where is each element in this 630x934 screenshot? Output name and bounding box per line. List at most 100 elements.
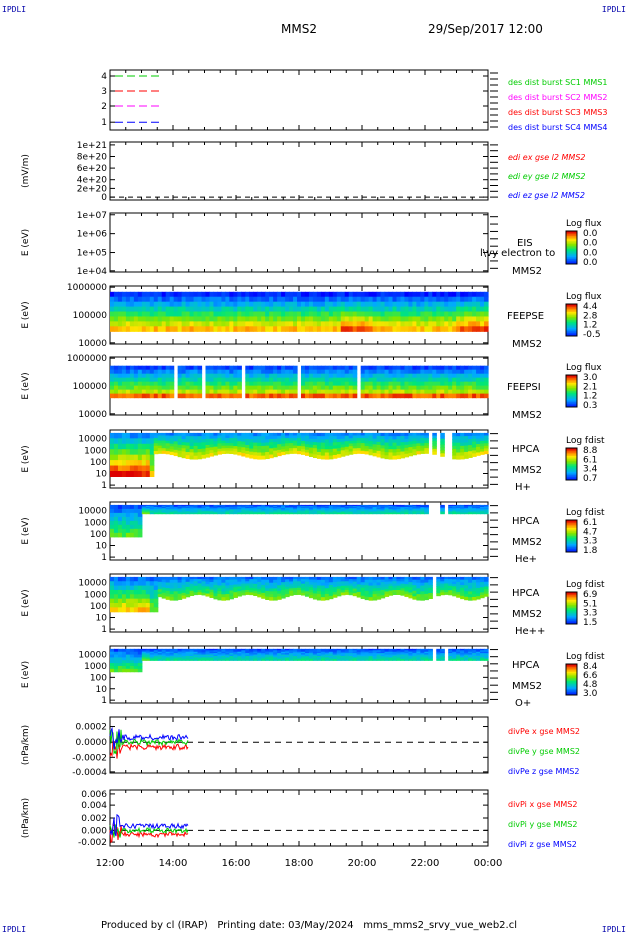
heatmap-cell <box>400 508 406 510</box>
heatmap-cell <box>460 389 465 395</box>
heatmap-cell <box>484 377 489 383</box>
heatmap-cell <box>225 393 230 399</box>
heatmap-cell <box>456 449 461 454</box>
heatmap-cell <box>173 296 179 303</box>
heatmap-cell <box>293 440 298 444</box>
heatmap-cell <box>225 504 230 507</box>
heatmap-cell <box>424 321 429 327</box>
heatmap-cell <box>460 445 465 450</box>
heatmap-cell <box>304 504 310 507</box>
colorbar-cell <box>566 520 577 523</box>
heatmap-cell <box>221 377 226 383</box>
heatmap-cell <box>308 311 314 318</box>
panel-frame-0 <box>109 69 489 131</box>
heatmap-cell <box>269 373 274 379</box>
heatmap-cell <box>113 381 119 387</box>
heatmap-cell <box>396 510 402 513</box>
heatmap-cell <box>312 326 318 332</box>
heatmap-cell <box>289 512 294 515</box>
heatmap-cell <box>233 448 238 452</box>
heatmap-cell <box>193 455 199 460</box>
heatmap-cell <box>165 654 171 657</box>
heatmap-cell <box>472 441 477 446</box>
heatmap-cell <box>304 291 310 298</box>
heatmap-cell <box>165 381 171 387</box>
heatmap-cell <box>217 650 223 653</box>
heatmap-cell <box>181 579 187 583</box>
heatmap-cell <box>452 381 457 387</box>
heatmap-cell <box>468 505 473 508</box>
colorbar-cell <box>566 239 577 242</box>
heatmap-cell <box>332 389 338 395</box>
heatmap-cell <box>400 311 406 318</box>
heatmap-cell <box>157 584 163 588</box>
heatmap-cell <box>165 653 171 656</box>
heatmap-cell <box>456 385 461 391</box>
heatmap-cell <box>332 451 338 456</box>
heatmap-cell <box>356 296 362 303</box>
heatmap-cell <box>113 603 119 608</box>
heatmap-cell <box>396 507 402 509</box>
heatmap-cell <box>300 369 306 375</box>
heatmap-cell <box>181 321 187 327</box>
heatmap-cell <box>308 589 314 594</box>
heatmap-cell <box>249 365 254 371</box>
heatmap-cell <box>340 650 346 653</box>
heatmap-cell <box>320 654 326 657</box>
heatmap-cell <box>476 510 481 513</box>
heatmap-cell <box>221 432 226 437</box>
heatmap-cell <box>157 504 163 507</box>
heatmap-cell <box>157 316 163 322</box>
heatmap-cell <box>285 440 290 444</box>
heatmap-cell <box>332 512 338 515</box>
heatmap-cell <box>408 508 413 510</box>
heatmap-cell <box>229 511 234 514</box>
heatmap-cell <box>273 585 278 590</box>
heatmap-cell <box>476 585 481 589</box>
heatmap-cell <box>416 432 421 437</box>
heatmap-cell <box>173 301 179 308</box>
heatmap-cell <box>452 505 457 508</box>
heatmap-cell <box>165 576 171 581</box>
colorbar-frame <box>565 519 578 553</box>
heatmap-cell <box>177 653 183 656</box>
heatmap-cell <box>304 507 310 509</box>
heatmap-cell <box>113 369 119 375</box>
heatmap-cell <box>312 296 318 303</box>
heatmap-cell <box>324 650 330 653</box>
heatmap-cell <box>293 579 298 582</box>
heatmap-cell <box>273 579 278 584</box>
heatmap-cell <box>225 594 230 598</box>
heatmap-cell <box>293 585 298 589</box>
heatmap-cell <box>396 585 402 589</box>
heatmap-cell <box>189 321 195 327</box>
heatmap-cell <box>141 508 147 510</box>
heatmap-cell <box>245 453 250 458</box>
heatmap-cell <box>456 321 461 327</box>
heatmap-cell <box>480 301 485 308</box>
heatmap-cell <box>416 588 421 592</box>
heatmap-cell <box>161 443 167 447</box>
heatmap-cell <box>376 585 382 589</box>
heatmap-cell <box>420 504 425 507</box>
heatmap-cell <box>117 311 123 318</box>
heatmap-cell <box>213 654 219 657</box>
heatmap-cell <box>324 306 330 313</box>
heatmap-cell <box>340 435 346 440</box>
heatmap-cell <box>285 311 290 318</box>
heatmap-cell <box>308 653 314 656</box>
heatmap-cell <box>352 505 358 508</box>
heatmap-cell <box>464 585 469 589</box>
heatmap-cell <box>289 511 294 514</box>
heatmap-cell <box>328 326 334 332</box>
heatmap-cell <box>436 321 441 327</box>
heatmap-cell <box>213 511 219 514</box>
heatmap-cell <box>177 650 183 653</box>
heatmap-cell <box>400 439 406 443</box>
heatmap-cell <box>412 326 417 332</box>
heatmap-cell <box>448 316 453 322</box>
heatmap-cell <box>249 583 254 587</box>
heatmap-cell <box>380 505 386 508</box>
heatmap-cell <box>193 653 199 656</box>
heatmap-cell <box>257 507 262 509</box>
